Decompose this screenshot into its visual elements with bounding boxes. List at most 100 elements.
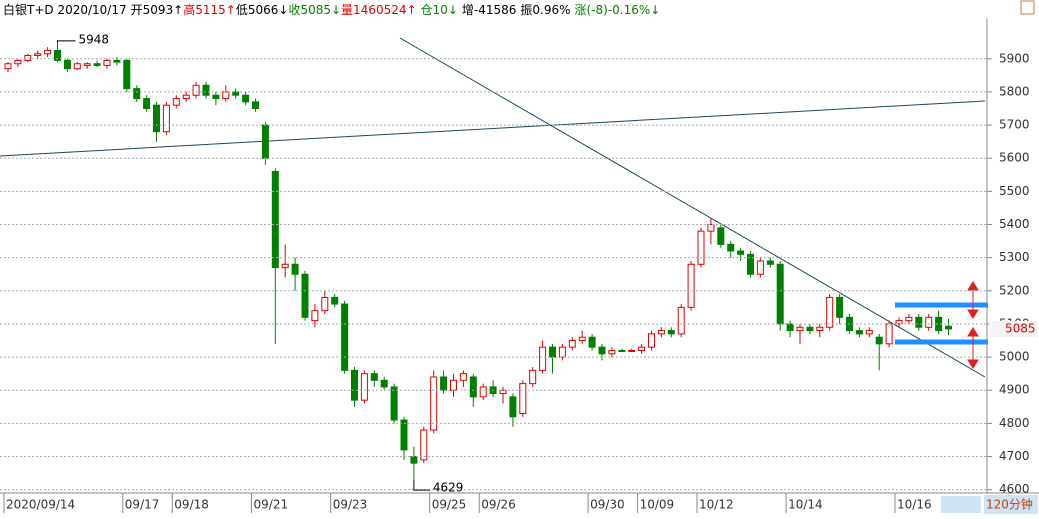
candle-body [153,104,160,133]
candle-body [192,84,200,96]
candle-body [242,94,250,103]
candle-body [628,349,636,352]
x-tick-label: 10/09 [640,498,675,512]
low-annotation: 4629 [433,481,464,495]
candle-body [727,243,735,252]
candle-body [608,349,616,355]
y-tick-label: 5300 [999,250,1030,264]
x-tick-label: 2020/09/14 [6,498,75,512]
candle-body [756,260,764,275]
header: 白银T+D 2020/10/17 开5093↑高5115↑低5066↓收5085↓… [3,2,660,17]
candle-body [826,296,834,328]
high-annotation: 5948 [79,32,110,46]
candle-body [737,250,745,255]
x-tick-label: 09/30 [590,498,625,512]
candle-body [103,59,111,66]
candle-body [311,310,319,322]
candle-body [509,396,517,418]
candle-body [895,320,903,325]
y-tick-label: 4600 [999,482,1030,496]
candle-body [440,376,448,391]
candle-body [400,419,408,451]
trend-line [399,37,986,378]
x-tick-label: 09/25 [432,498,467,512]
candle-body [281,263,289,269]
candle-body [865,330,873,335]
header-item: 开5093↑ [131,3,184,17]
candle-body [578,336,586,342]
candle-body [34,53,42,56]
candle-body [24,54,32,61]
y-tick-label: 5400 [999,217,1030,231]
candle-body [351,369,358,401]
candle-body [202,84,210,96]
header-item: 低5066↓ [236,3,289,17]
candle-body [390,386,398,421]
candle-body [568,340,576,348]
candle-body [420,429,428,461]
candle-body [776,263,784,325]
candle-body [430,376,438,431]
candle-body [143,98,151,109]
candle-body [44,49,52,55]
header-item: 量1460524↑ [341,3,417,17]
header-item: 收5085↓ [288,3,341,17]
candle-body [915,316,923,328]
candle-body [172,98,180,106]
candle-body [677,306,685,335]
candle-body [380,379,388,388]
candle-body [182,94,190,100]
x-tick-label: 10/16 [897,498,932,512]
y-tick-label: 4800 [999,416,1030,430]
candle-body [410,456,418,464]
candle-body [162,104,170,133]
x-tick-label: 09/17 [125,498,160,512]
last-price-box [989,320,1037,337]
corner-icon[interactable] [1020,0,1035,15]
high-leader [57,40,76,43]
candle-body [638,346,646,351]
candle-body [479,386,487,398]
candle-body [519,383,527,414]
y-tick-label: 5500 [999,184,1030,198]
candle-body [252,101,259,109]
y-tick-label: 5800 [999,84,1030,98]
trend-line [0,100,986,157]
x-tick-label: 09/18 [174,498,209,512]
arrows [967,281,979,369]
candle-body [83,63,91,66]
candle-body [796,326,804,332]
candle-body [232,91,240,96]
y-tick-label: 5900 [999,51,1030,65]
y-tick-label: 5000 [999,350,1030,364]
header-item: 白银T+D 2020/10/17 [3,2,127,17]
candle-body [945,325,952,330]
y-tick-label: 5600 [999,151,1030,165]
header-item: 涨(-8)-0.16%↓ [575,2,661,17]
candle-body [321,296,329,312]
candle-body [836,296,844,318]
candle-body [63,59,71,70]
x-tick-label: 10/14 [788,498,823,512]
x-tick-label: 09/23 [333,498,368,512]
period-label: 120分钟 [986,497,1033,512]
candle-body [4,63,12,70]
candle-body [925,316,933,328]
candle-body [588,336,596,348]
candle-body [529,369,537,385]
y-tick-label: 5700 [999,118,1030,132]
header-item: 高5115↑ [183,2,236,17]
y-tick-label: 4900 [999,383,1030,397]
candle-body [459,373,467,381]
candle-body [301,273,309,318]
candle-body [331,296,339,305]
y-tick-label: 5200 [999,283,1030,297]
candle-body [707,224,715,232]
candle-body [697,230,705,265]
candle-body [875,336,883,345]
candle-body [549,346,556,358]
period-box[interactable] [984,495,1038,514]
x-tick-label: 09/26 [481,498,516,512]
header-item: 振0.96% [520,3,570,17]
